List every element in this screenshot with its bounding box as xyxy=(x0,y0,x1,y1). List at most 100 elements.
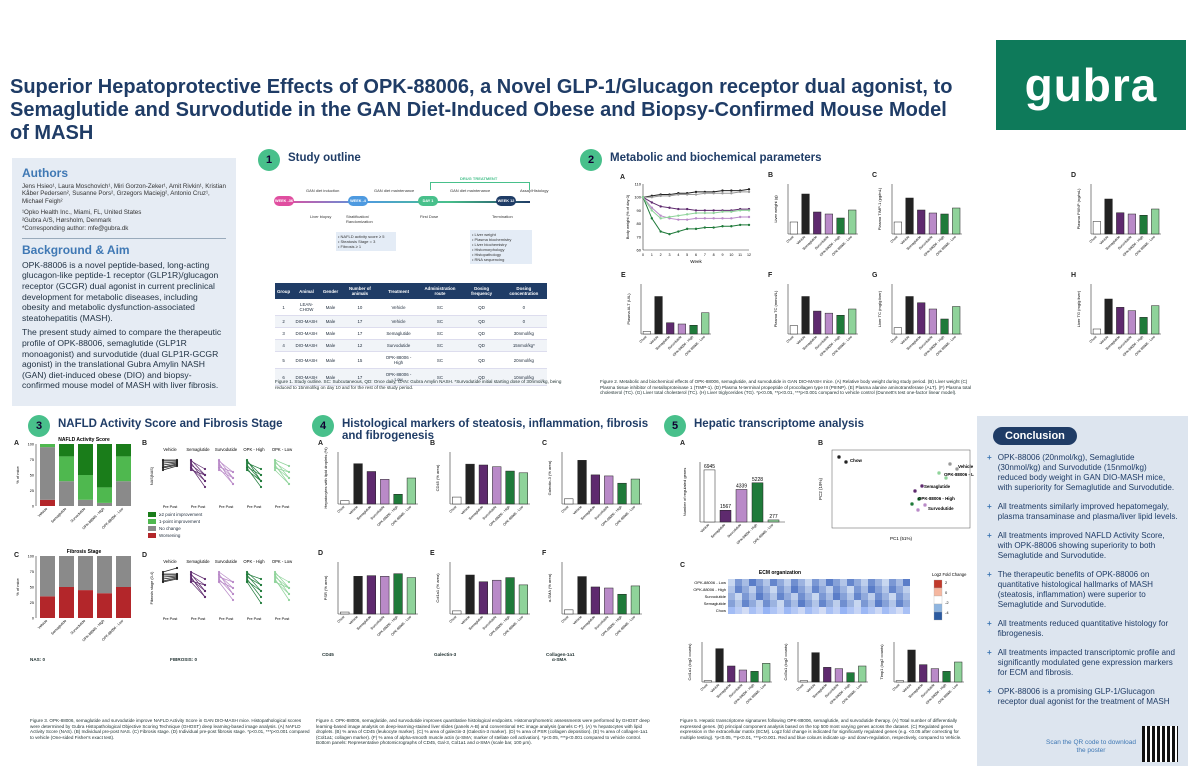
prepost-line xyxy=(162,461,178,464)
data-point xyxy=(694,193,698,196)
author-names: Jens Hsieo¹, Laura Moschovich¹, Miri Gor… xyxy=(22,182,226,205)
poster-title: Superior Hepatoprotective Effects of OPK… xyxy=(10,76,953,144)
panel-foot-label: Galectin-3 xyxy=(434,652,457,657)
prepost-line xyxy=(162,462,178,466)
affiliation-1: ¹Opko Health Inc., Miami, FL, United Sta… xyxy=(22,209,142,217)
data-point xyxy=(668,206,671,209)
bar xyxy=(590,474,600,505)
heatmap-cell xyxy=(840,607,847,614)
table-cell: 15nmol/kg* xyxy=(500,339,547,352)
x-tick-label: 0 xyxy=(642,253,644,257)
stack-segment xyxy=(116,456,131,482)
table-cell: OPK-88006 - Low xyxy=(379,368,418,386)
heatmap-cell xyxy=(784,579,791,586)
bar xyxy=(1092,328,1101,335)
data-point xyxy=(287,592,291,596)
study-table-header: Group Animal Gender Number of animals Treatm… xyxy=(275,283,547,299)
pca-label: Chow xyxy=(850,458,863,463)
section-4-number: 4 xyxy=(312,415,334,437)
prepost-line xyxy=(190,466,206,488)
heatmap-cell xyxy=(756,600,763,607)
conclusion-item: + OPK-88006 is a promising GLP-1/Glucagon… xyxy=(987,687,1178,707)
figure-3-caption: Figure 3. OPK-88006, semaglutide and sur… xyxy=(30,718,310,740)
qr-code-icon[interactable] xyxy=(1142,726,1178,762)
heatmap-cell xyxy=(826,586,833,593)
panel-label: D xyxy=(318,550,324,557)
timeline-label-4: Assay/Histology xyxy=(520,188,549,193)
prepost-line xyxy=(274,466,290,479)
conclusion-text: All treatments similarly improved hepato… xyxy=(997,502,1178,521)
data-point xyxy=(703,211,707,215)
pca-label: Survodutide xyxy=(928,506,954,511)
bar xyxy=(393,494,403,505)
prepost-line xyxy=(190,462,206,482)
table-cell: Male xyxy=(320,339,341,352)
table-row: 6 DIO-MASH Male 17 OPK-88006 - Low SC QD 10nmol… xyxy=(275,368,547,386)
panel-foot-label: CD45 xyxy=(322,652,334,657)
data-point xyxy=(259,601,263,605)
conclusion-item: + The therapeutic benefits of OPK-88006 o… xyxy=(987,570,1178,610)
bar xyxy=(813,310,822,335)
bar xyxy=(762,663,771,683)
data-point xyxy=(245,458,249,462)
table-header-cell: Dosing frequency xyxy=(462,283,501,299)
y-axis-label: Col3a1 (log2 counts) xyxy=(783,643,788,681)
bar xyxy=(452,496,462,505)
timeline-point-3: DAY 1 xyxy=(418,196,438,206)
y-tick-label: 25 xyxy=(30,489,34,493)
section-3-header: 3 NAFLD Activity Score and Fibrosis Stag… xyxy=(28,415,298,437)
panel-label: D xyxy=(1071,172,1077,179)
heatmap-cell xyxy=(833,586,840,593)
heatmap-cell xyxy=(875,600,882,607)
data-point xyxy=(161,572,165,576)
bar xyxy=(1151,208,1160,235)
panel-label: C xyxy=(872,172,878,179)
heatmap-cell xyxy=(742,586,749,593)
prepost-line xyxy=(246,574,262,592)
prepost-line xyxy=(162,577,178,582)
heatmap-cell xyxy=(833,607,840,614)
data-point xyxy=(659,205,662,208)
bar xyxy=(801,296,810,335)
divider xyxy=(22,238,226,240)
y-axis-label: Plasma PIIINP (ng/mL) xyxy=(1076,188,1081,229)
heatmap-cell xyxy=(826,600,833,607)
heatmap-cell xyxy=(833,593,840,600)
heatmap-cell xyxy=(728,586,735,593)
heatmap-cell xyxy=(756,607,763,614)
heatmap-cell xyxy=(819,593,826,600)
table-cell: DIO-MASH xyxy=(292,351,321,369)
x-tick-label: Chow xyxy=(890,234,899,243)
data-point xyxy=(694,190,698,194)
timeline-point-2: WEEK -4 xyxy=(348,196,368,206)
bar xyxy=(505,470,515,505)
legend-swatch xyxy=(148,533,156,538)
plus-icon: + xyxy=(987,531,992,540)
table-cell: Vehicle xyxy=(379,315,418,328)
treatment-label: DRUG TREATMENT xyxy=(460,176,498,181)
data-point xyxy=(217,579,221,583)
treatment-bracket xyxy=(430,182,530,190)
data-point xyxy=(161,465,165,469)
bar-chart-C: Galectin-3 (% area)Chow VehicleSemaglutid… xyxy=(547,452,642,527)
prepost-line xyxy=(246,467,262,488)
bar xyxy=(617,482,627,505)
y-tick-label: 75 xyxy=(30,458,34,462)
bar xyxy=(465,463,475,505)
chart-title: NAFLD Activity Score xyxy=(58,437,110,443)
data-point xyxy=(703,226,707,229)
table-cell: Semaglutide xyxy=(379,327,418,340)
data-point xyxy=(189,577,193,581)
data-point xyxy=(217,575,221,579)
data-point xyxy=(273,461,277,465)
bar xyxy=(393,573,403,615)
heatmap-cell xyxy=(798,579,805,586)
heatmap-cell xyxy=(854,607,861,614)
heatmap-cell xyxy=(749,586,756,593)
stack-segment xyxy=(40,447,55,500)
fig3-panel-B-label: B xyxy=(142,440,148,447)
x-tick-label: 8 xyxy=(713,253,715,257)
timeline-below-4: Termination xyxy=(492,214,513,219)
group-label: Survodutide xyxy=(215,559,238,564)
heatmap-cell xyxy=(728,579,735,586)
